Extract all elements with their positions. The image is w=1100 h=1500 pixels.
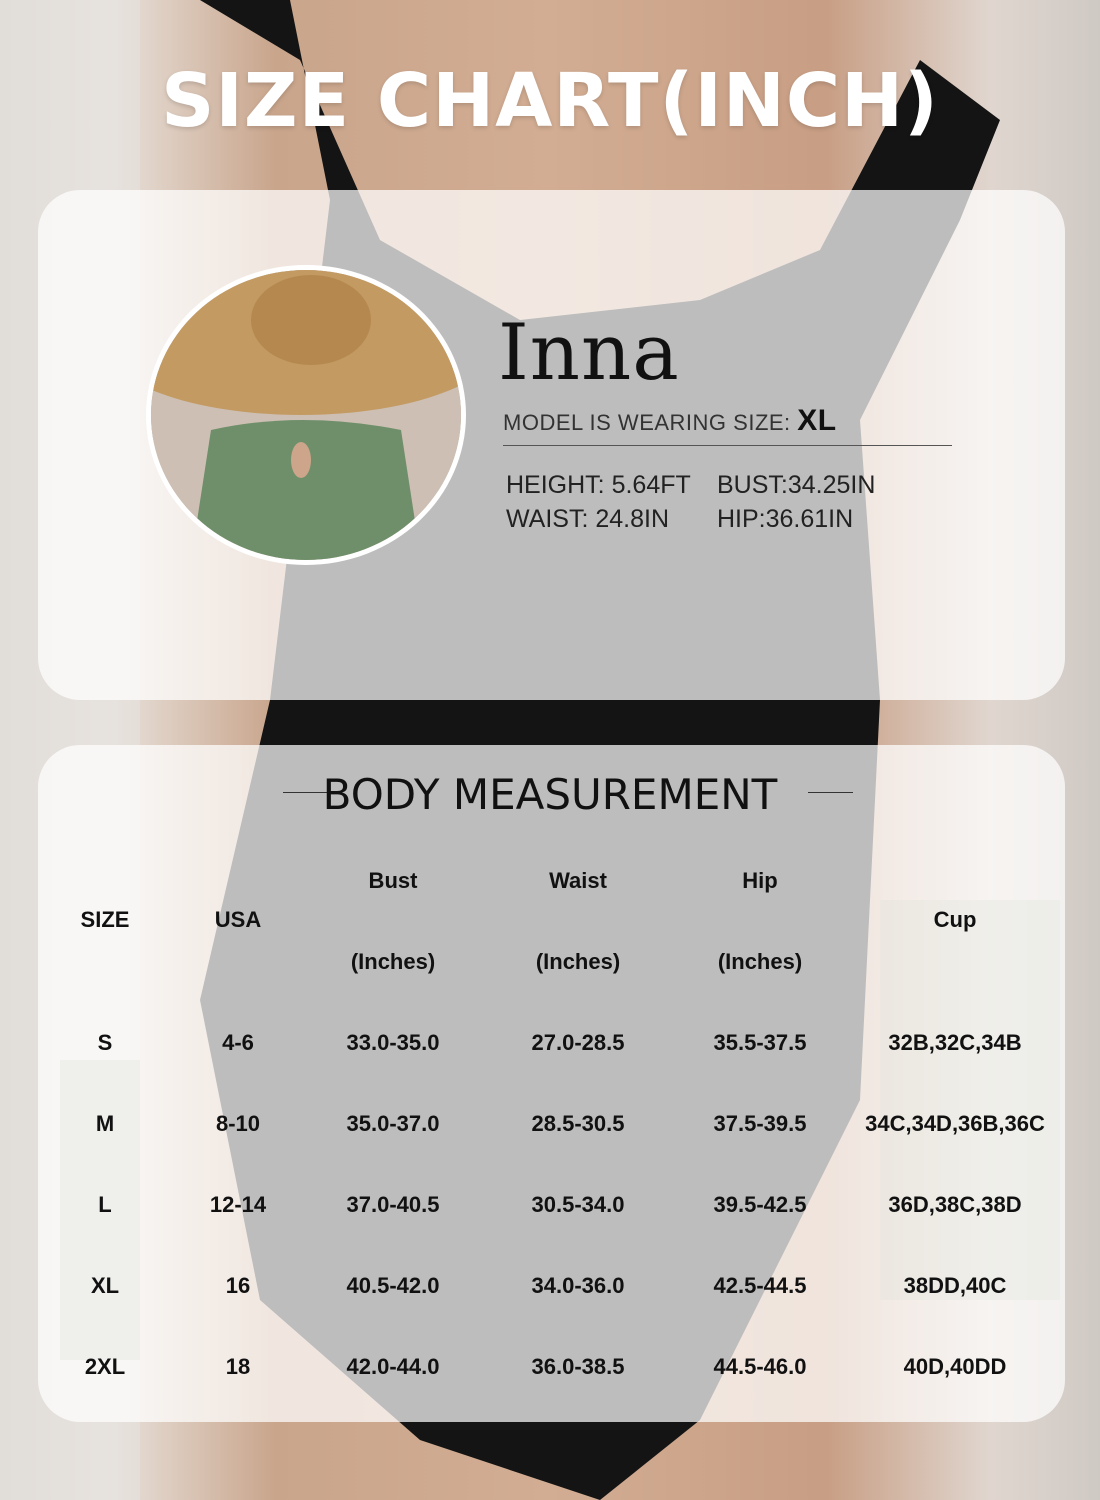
cell-usa: 8-10 [215, 1111, 261, 1136]
cell-size: M [95, 1111, 115, 1136]
cell-size: S [97, 1030, 113, 1055]
cell-usa: 16 [225, 1273, 251, 1298]
model-bust: BUST:34.25IN [717, 471, 876, 499]
cell-bust: 35.0-37.0 [346, 1111, 440, 1136]
cell-hip: 37.5-39.5 [713, 1111, 807, 1136]
model-height: HEIGHT: 5.64FT [506, 471, 691, 499]
header-bust: Bust [368, 868, 418, 893]
model-hip: HIP:36.61IN [717, 505, 854, 533]
cell-waist: 36.0-38.5 [531, 1354, 625, 1379]
divider [503, 445, 952, 446]
wearing-size-value: XL [797, 404, 837, 437]
cell-waist: 30.5-34.0 [531, 1192, 625, 1217]
cell-cup: 32B,32C,34B [888, 1030, 1022, 1055]
header-cup: Cup [933, 907, 977, 932]
cell-hip: 39.5-42.5 [713, 1192, 807, 1217]
cell-bust: 37.0-40.5 [346, 1192, 440, 1217]
cell-cup: 38DD,40C [903, 1273, 1007, 1298]
cell-cup: 34C,34D,36B,36C [865, 1111, 1045, 1136]
page-title: SIZE CHART(INCH) [161, 58, 939, 144]
cell-bust: 33.0-35.0 [346, 1030, 440, 1055]
cell-hip: 44.5-46.0 [713, 1354, 807, 1379]
model-waist: WAIST: 24.8IN [506, 505, 670, 533]
model-name: Inna [498, 308, 680, 398]
cell-bust: 42.0-44.0 [346, 1354, 440, 1379]
model-photo [146, 265, 466, 565]
cell-cup: 40D,40DD [903, 1354, 1007, 1379]
divider [283, 792, 328, 793]
cell-usa: 12-14 [209, 1192, 267, 1217]
model-wearing-size: MODEL IS WEARING SIZE: XL [503, 404, 837, 438]
cell-waist: 34.0-36.0 [531, 1273, 625, 1298]
body-measurement-title: BODY MEASUREMENT [322, 770, 778, 819]
header-hip: Hip [742, 868, 778, 893]
header-waist: Waist [549, 868, 607, 893]
header-unit: (Inches) [350, 949, 436, 974]
cell-waist: 28.5-30.5 [531, 1111, 625, 1136]
cell-size: XL [90, 1273, 120, 1298]
cell-waist: 27.0-28.5 [531, 1030, 625, 1055]
cell-cup: 36D,38C,38D [888, 1192, 1022, 1217]
header-size: SIZE [80, 907, 130, 932]
cell-size: L [98, 1192, 112, 1217]
header-unit: (Inches) [535, 949, 621, 974]
cell-usa: 4-6 [222, 1030, 254, 1055]
cell-size: 2XL [84, 1354, 126, 1379]
size-table-panel [38, 745, 1065, 1422]
cell-bust: 40.5-42.0 [346, 1273, 440, 1298]
cell-usa: 18 [225, 1354, 251, 1379]
header-unit: (Inches) [717, 949, 803, 974]
cell-hip: 42.5-44.5 [713, 1273, 807, 1298]
wearing-label: MODEL IS WEARING SIZE: [503, 410, 791, 435]
header-usa: USA [214, 907, 262, 932]
cell-hip: 35.5-37.5 [713, 1030, 807, 1055]
divider [808, 792, 853, 793]
